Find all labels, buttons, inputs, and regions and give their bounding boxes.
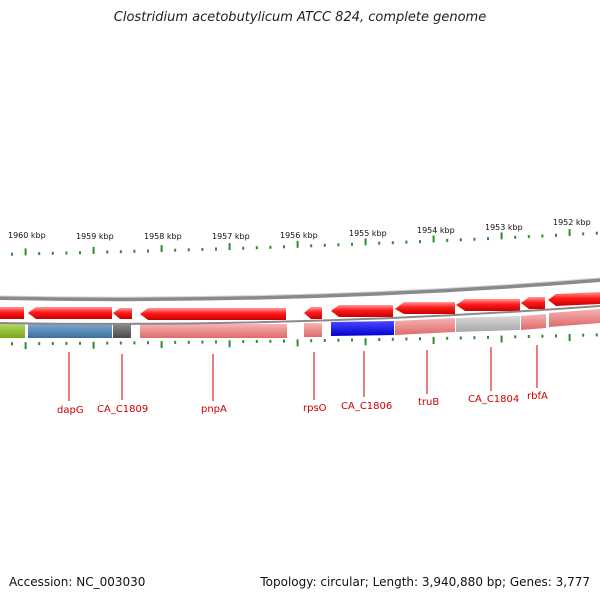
feature-block: [549, 309, 600, 327]
feature-block: [140, 324, 287, 338]
ruler-label: 1952 kbp: [553, 218, 591, 227]
feature-block: [521, 314, 546, 330]
map-title: Clostridium acetobutylicum ATCC 824, com…: [113, 10, 487, 25]
gene-label-dapG[interactable]: dapG: [57, 405, 84, 416]
gene-arrow[interactable]: [521, 297, 545, 309]
gene-label-truB[interactable]: truB: [418, 397, 439, 408]
gene-arrows-row: [0, 292, 600, 320]
gene-arrow[interactable]: [28, 307, 112, 319]
ruler-label: 1955 kbp: [349, 229, 387, 238]
gene-arrow[interactable]: [456, 299, 520, 311]
gene-label-CA_C1806[interactable]: CA_C1806: [341, 401, 392, 412]
ruler-ticks-upper: [11, 229, 598, 256]
outer-backbone-highlight: [0, 277, 600, 298]
gene-label-pnpA[interactable]: pnpA: [201, 404, 227, 415]
gene-arrow[interactable]: [395, 302, 455, 314]
ruler-label: 1960 kbp: [8, 231, 46, 240]
gene-arrow[interactable]: [140, 308, 286, 320]
gene-label-rpsO[interactable]: rpsO: [303, 403, 327, 414]
feature-block: [456, 316, 520, 332]
topology-summary: Topology: circular; Length: 3,940,880 bp…: [260, 575, 590, 589]
gene-label-rbfA[interactable]: rbfA: [527, 391, 548, 402]
ruler-label: 1958 kbp: [144, 232, 182, 241]
gene-label-leaders: [68, 345, 538, 401]
accession-text: Accession: NC_003030: [9, 575, 146, 589]
gene-arrow[interactable]: [0, 307, 24, 319]
gene-label-CA_C1804[interactable]: CA_C1804: [468, 394, 519, 405]
feature-block: [28, 324, 112, 338]
gene-arrow[interactable]: [331, 305, 393, 317]
inner-backbone-track: [0, 305, 600, 325]
ruler-label: 1954 kbp: [417, 226, 455, 235]
gene-arrow[interactable]: [304, 307, 322, 319]
feature-block: [113, 324, 131, 338]
ruler-label: 1956 kbp: [280, 231, 318, 240]
ruler-label: 1957 kbp: [212, 232, 250, 241]
gene-label-CA_C1809[interactable]: CA_C1809: [97, 404, 148, 415]
feature-block: [331, 321, 394, 336]
gene-arrow[interactable]: [548, 292, 600, 306]
gene-arrow[interactable]: [113, 308, 132, 319]
feature-block: [395, 318, 455, 335]
outer-backbone-track: [0, 278, 600, 302]
ruler-label: 1959 kbp: [76, 232, 114, 241]
ruler-labels: 1960 kbp 1959 kbp 1958 kbp 1957 kbp 1956…: [8, 218, 591, 241]
ruler-label: 1953 kbp: [485, 223, 523, 232]
feature-block: [0, 323, 25, 338]
ruler-ticks-lower: [11, 333, 598, 350]
gene-labels: dapG CA_C1809 pnpA rpsO CA_C1806 truB CA…: [57, 391, 548, 416]
feature-block: [304, 323, 322, 337]
feature-band: [0, 309, 600, 338]
